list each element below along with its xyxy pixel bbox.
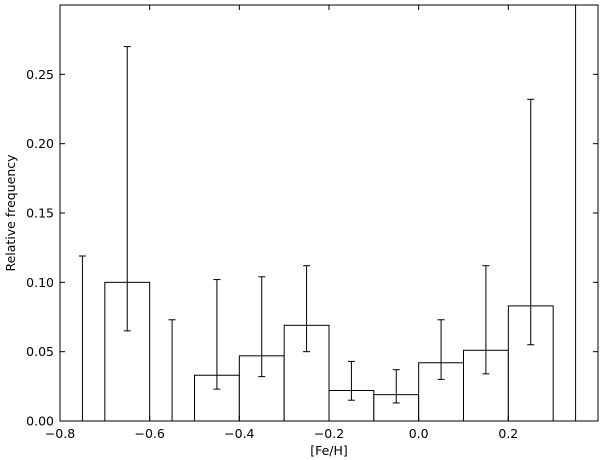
error-bar <box>347 360 355 401</box>
histogram-bar <box>283 324 330 422</box>
x-tick-label: 0.0 <box>409 426 429 441</box>
y-tick-label: 0.10 <box>26 275 54 290</box>
y-axis-label: Relative frequency <box>3 154 18 272</box>
error-bar <box>303 265 311 353</box>
error-bar <box>482 265 490 375</box>
error-bar <box>527 98 535 346</box>
y-tick-label: 0.05 <box>26 344 54 359</box>
ticks-layer: −0.8 −0.6 −0.4 −0.2 0.0 0.2 0.00 0.05 0.10 0.15 0.… <box>26 5 598 441</box>
error-bar <box>437 319 445 380</box>
x-tick-label: −0.4 <box>224 426 254 441</box>
error-bar <box>78 255 86 421</box>
y-tick-label: 0.20 <box>26 136 54 151</box>
error-bar <box>168 319 176 421</box>
x-tick-label: −0.8 <box>45 426 75 441</box>
y-tick-label: 0.15 <box>26 206 54 221</box>
error-bar <box>123 46 131 332</box>
x-axis-label: [Fe/H] <box>310 443 348 458</box>
errorbars-layer <box>78 5 577 421</box>
x-tick-label: −0.2 <box>314 426 344 441</box>
x-tick-label: 0.2 <box>498 426 518 441</box>
x-tick-label: −0.6 <box>134 426 164 441</box>
y-tick-label: 0.00 <box>26 414 54 429</box>
error-bar <box>392 369 400 404</box>
error-bar <box>213 279 221 390</box>
error-bar <box>258 276 266 378</box>
y-tick-label: 0.25 <box>26 67 54 82</box>
